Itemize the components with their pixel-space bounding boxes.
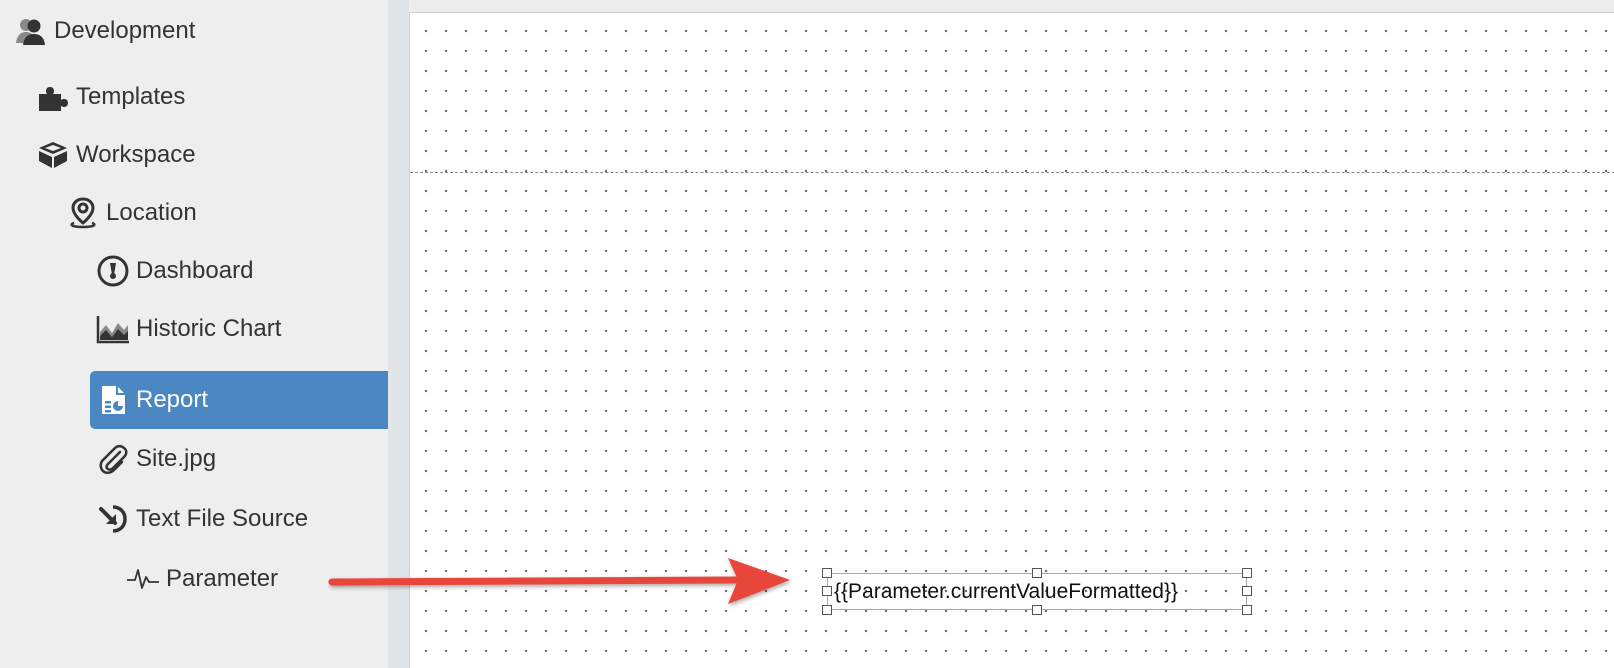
tree-item-label: Development [54,17,196,44]
map-pin-icon [66,196,100,230]
tree-item-location[interactable]: Location [66,184,197,242]
tree-item-label: Parameter [166,565,279,592]
tree-item-label: Templates [76,83,186,110]
tree-item-label: Site.jpg [136,445,217,472]
tree-item-label: Location [106,199,197,226]
user-group-icon [14,14,48,48]
drag-arrow-annotation [328,558,790,604]
gauge-icon [96,254,130,288]
import-arrow-icon [96,502,130,536]
tree-item-label: Text File Source [136,505,309,532]
tree-item-label: Report [136,386,209,413]
resize-handle-top-left[interactable] [822,568,832,578]
resize-handle-bottom-left[interactable] [822,605,832,615]
resize-handle-right[interactable] [1242,586,1252,596]
pulse-icon [126,562,160,596]
tree-item-development[interactable]: Development [14,2,195,60]
tree-item-report[interactable]: Report [90,371,388,429]
tree-item-historic-chart[interactable]: Historic Chart [96,300,281,358]
area-chart-icon [96,312,130,346]
resize-handle-bottom-right[interactable] [1242,605,1252,615]
report-file-icon [96,383,130,417]
resize-handle-left[interactable] [822,586,832,596]
cubes-icon [36,138,70,172]
project-tree: Development Templates Workspace [0,0,388,668]
tree-item-label: Dashboard [136,257,254,284]
tree-item-dashboard[interactable]: Dashboard [96,242,253,300]
tree-item-label: Workspace [76,141,196,168]
paperclip-icon [96,442,130,476]
puzzle-icon [36,80,70,114]
band-divider[interactable] [410,172,1614,173]
resize-handle-bottom[interactable] [1032,605,1042,615]
tree-item-site-jpg[interactable]: Site.jpg [96,430,216,488]
report-canvas[interactable]: {{Parameter.currentValueFormatted}} [409,12,1614,668]
tree-item-label: Historic Chart [136,315,282,342]
tree-item-text-file-source[interactable]: Text File Source [96,490,308,548]
resize-handle-top-right[interactable] [1242,568,1252,578]
tree-item-workspace[interactable]: Workspace [36,126,196,184]
tree-item-parameter[interactable]: Parameter [126,550,278,608]
resize-handle-top[interactable] [1032,568,1042,578]
tree-item-templates[interactable]: Templates [36,68,185,126]
panel-divider[interactable] [388,0,409,668]
